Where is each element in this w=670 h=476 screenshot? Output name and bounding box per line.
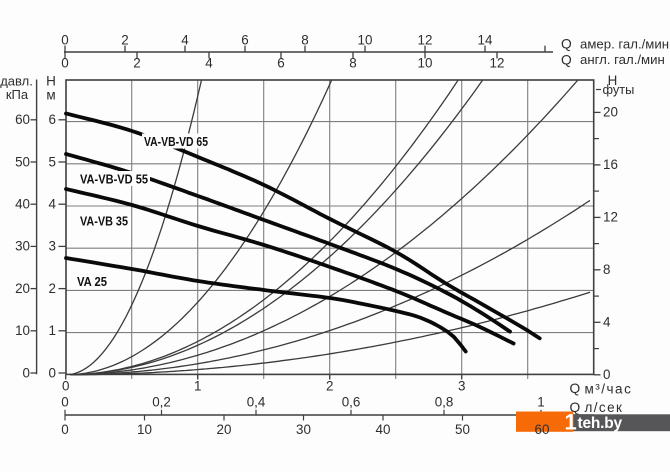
svg-text:50: 50 (455, 422, 470, 437)
svg-text:давл.: давл. (0, 74, 33, 89)
svg-text:Н: Н (608, 73, 618, 88)
svg-text:30: 30 (296, 422, 311, 437)
svg-text:8: 8 (349, 56, 356, 71)
svg-text:0: 0 (61, 395, 68, 410)
svg-text:0,8: 0,8 (435, 395, 454, 410)
svg-text:0,6: 0,6 (342, 395, 361, 410)
svg-text:Q: Q (561, 37, 572, 52)
svg-text:л/сек: л/сек (585, 400, 624, 415)
svg-text:30: 30 (15, 239, 30, 254)
svg-text:3: 3 (49, 239, 56, 254)
svg-text:0,2: 0,2 (152, 395, 171, 410)
svg-text:12: 12 (418, 33, 433, 48)
svg-text:Н: Н (46, 74, 56, 89)
svg-text:60: 60 (15, 112, 30, 127)
svg-text:0: 0 (61, 56, 68, 71)
svg-text:40: 40 (376, 422, 391, 437)
svg-text:60: 60 (535, 422, 550, 437)
svg-text:20: 20 (15, 281, 30, 296)
svg-text:0: 0 (61, 422, 68, 437)
svg-text:0,4: 0,4 (247, 395, 266, 410)
svg-text:Q: Q (570, 381, 581, 396)
svg-text:Q: Q (570, 400, 581, 415)
svg-text:4: 4 (49, 197, 57, 212)
svg-text:14: 14 (478, 33, 493, 48)
svg-text:0: 0 (62, 379, 69, 394)
svg-text:VA-VB 35: VA-VB 35 (80, 213, 128, 228)
svg-text:м³/час: м³/час (585, 382, 633, 397)
svg-text:20: 20 (603, 105, 618, 120)
svg-text:2: 2 (49, 281, 56, 296)
svg-text:40: 40 (15, 197, 30, 212)
svg-text:4: 4 (603, 315, 611, 330)
svg-text:VA-VB-VD 55: VA-VB-VD 55 (80, 171, 148, 186)
svg-text:10: 10 (137, 422, 152, 437)
svg-text:50: 50 (15, 154, 30, 169)
svg-text:англ. гал./мин: англ. гал./мин (580, 52, 665, 67)
svg-text:12: 12 (490, 56, 505, 71)
svg-text:5: 5 (49, 154, 56, 169)
svg-text:VA 25: VA 25 (77, 274, 107, 289)
svg-text:10: 10 (15, 323, 30, 338)
svg-text:0: 0 (49, 365, 56, 380)
svg-text:1: 1 (537, 395, 544, 410)
svg-text:2: 2 (121, 33, 128, 48)
svg-text:4: 4 (181, 33, 189, 48)
svg-text:м: м (46, 88, 55, 103)
svg-text:16: 16 (603, 157, 618, 172)
svg-text:2: 2 (133, 56, 140, 71)
svg-text:4: 4 (205, 56, 213, 71)
svg-text:1: 1 (194, 379, 201, 394)
svg-text:8: 8 (301, 33, 308, 48)
svg-text:6: 6 (277, 56, 284, 71)
svg-text:кПа: кПа (6, 87, 29, 102)
svg-text:teh.by: teh.by (578, 415, 623, 432)
svg-text:1: 1 (565, 410, 577, 435)
svg-text:амер. гал./мин: амер. гал./мин (580, 36, 669, 51)
svg-text:3: 3 (458, 379, 465, 394)
svg-text:0: 0 (61, 33, 68, 48)
svg-text:2: 2 (326, 379, 333, 394)
svg-text:8: 8 (603, 262, 610, 277)
svg-text:10: 10 (418, 56, 433, 71)
svg-text:20: 20 (217, 422, 232, 437)
svg-text:футы: футы (603, 82, 635, 97)
svg-text:6: 6 (49, 112, 56, 127)
svg-text:1: 1 (49, 323, 56, 338)
svg-text:6: 6 (241, 33, 248, 48)
svg-text:Q: Q (561, 52, 572, 67)
svg-text:10: 10 (358, 33, 373, 48)
svg-text:0: 0 (603, 367, 610, 382)
svg-text:VA-VB-VD 65: VA-VB-VD 65 (144, 134, 208, 149)
svg-text:12: 12 (603, 210, 618, 225)
svg-text:0: 0 (23, 365, 30, 380)
